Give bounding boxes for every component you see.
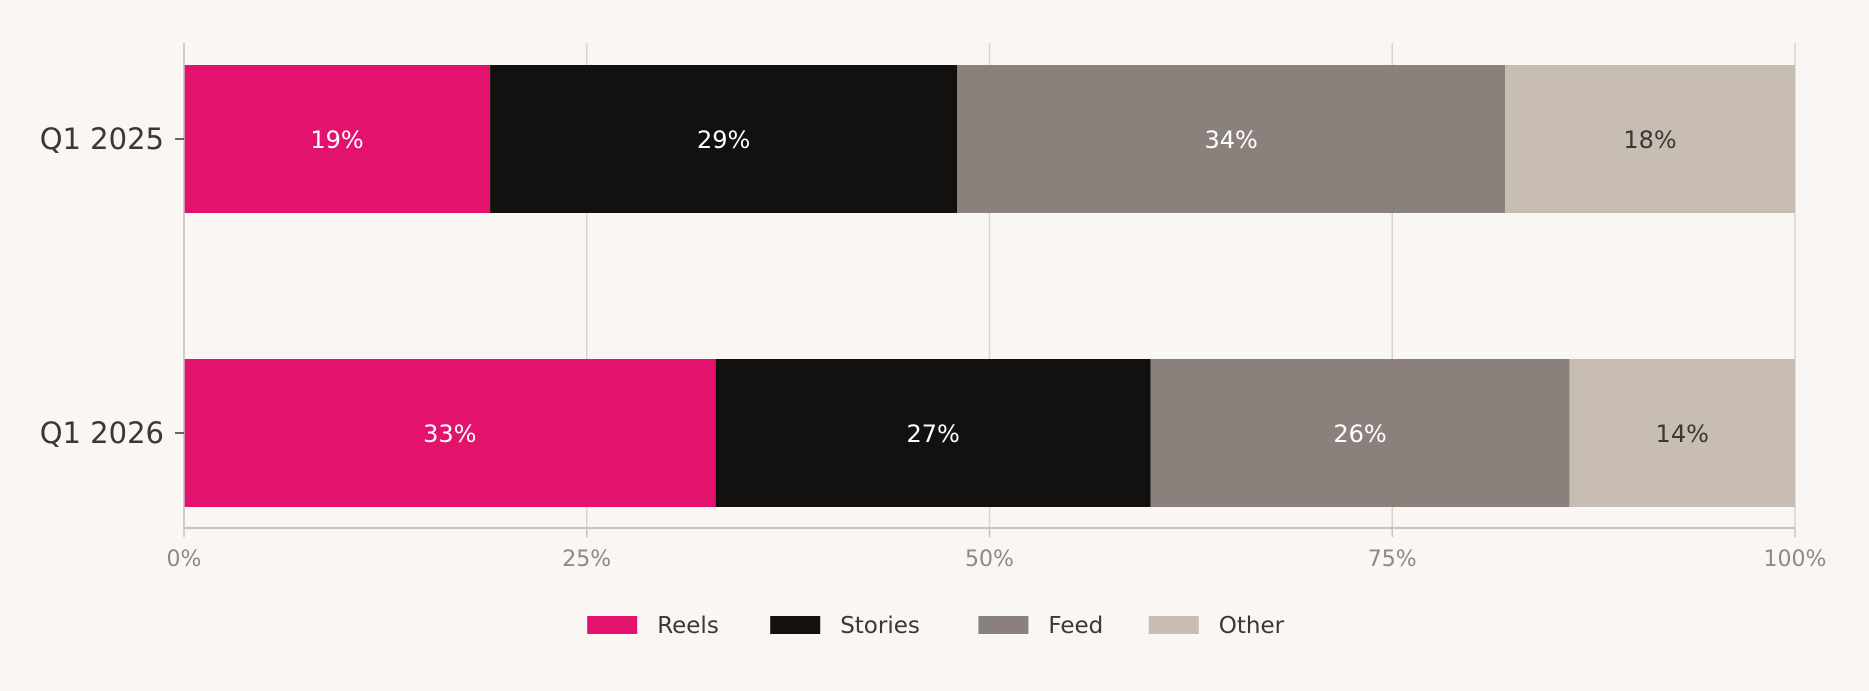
legend-label-stories: Stories bbox=[840, 613, 920, 639]
data-label-other-q1-2026: 14% bbox=[1656, 420, 1709, 448]
x-tick-label-50pct: 50% bbox=[965, 547, 1014, 572]
legend-label-other: Other bbox=[1219, 613, 1285, 639]
bar-segment-other-q1-2026 bbox=[1569, 359, 1795, 507]
x-tick-label-0pct: 0% bbox=[167, 547, 202, 572]
data-label-reels-q1-2026: 33% bbox=[423, 420, 476, 448]
data-label-other-q1-2025: 18% bbox=[1623, 126, 1676, 154]
legend-swatch-feed bbox=[978, 616, 1029, 634]
bar-segment-feed-q1-2026 bbox=[1150, 359, 1570, 507]
data-label-feed-q1-2026: 26% bbox=[1333, 420, 1386, 448]
legend-label-reels: Reels bbox=[657, 613, 719, 639]
legend-swatch-stories bbox=[770, 616, 821, 634]
bar-segment-reels-q1-2025 bbox=[184, 65, 491, 213]
data-label-reels-q1-2025: 19% bbox=[310, 126, 363, 154]
legend-swatch-reels bbox=[587, 616, 638, 634]
bars-layer: 19% 29% 34% 18% 33% 27% 26% 14% bbox=[184, 65, 1795, 507]
bar-segment-feed-q1-2025 bbox=[957, 65, 1506, 213]
bar-segment-stories-q1-2025 bbox=[490, 65, 958, 213]
x-tick-label-75pct: 75% bbox=[1368, 547, 1417, 572]
legend-item-feed: Feed bbox=[978, 613, 1103, 639]
x-tick-label-25pct: 25% bbox=[562, 547, 611, 572]
legend-swatch-other bbox=[1148, 616, 1199, 634]
bar-segment-other-q1-2025 bbox=[1505, 65, 1795, 213]
legend-item-other: Other bbox=[1148, 613, 1285, 639]
legend-item-reels: Reels bbox=[587, 613, 719, 639]
legend: Reels Stories Feed Other bbox=[587, 613, 1285, 639]
data-label-stories-q1-2025: 29% bbox=[697, 126, 750, 154]
legend-item-stories: Stories bbox=[770, 613, 920, 639]
category-label-q1-2026: Q1 2026 bbox=[40, 416, 164, 450]
legend-label-feed: Feed bbox=[1048, 613, 1103, 639]
data-label-feed-q1-2025: 34% bbox=[1204, 126, 1257, 154]
data-label-stories-q1-2026: 27% bbox=[906, 420, 959, 448]
bar-segment-stories-q1-2026 bbox=[715, 359, 1151, 507]
axis-layer: Q1 2025 Q1 2026 0% 25% 50% 75% 100% bbox=[40, 43, 1827, 572]
x-tick-label-100pct: 100% bbox=[1764, 547, 1827, 572]
bar-segment-reels-q1-2026 bbox=[184, 359, 716, 507]
category-label-q1-2025: Q1 2025 bbox=[40, 122, 164, 156]
